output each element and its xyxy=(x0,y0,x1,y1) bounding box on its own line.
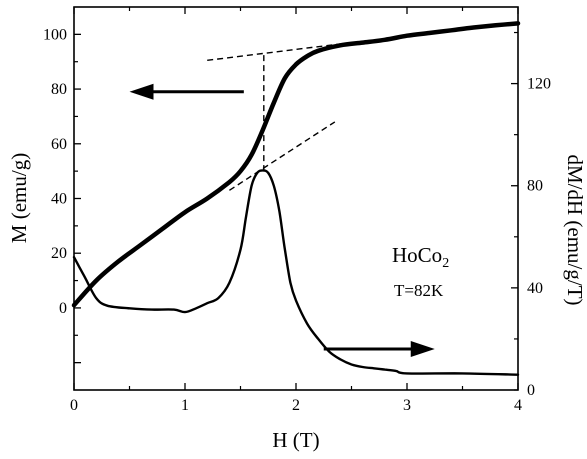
arrow-layer xyxy=(129,83,435,357)
series-layer xyxy=(71,21,521,376)
dashed-guide-line xyxy=(229,121,336,191)
x-tick-label: 0 xyxy=(70,397,78,414)
y2-tick-label: 120 xyxy=(527,76,551,93)
dashed-guide-line xyxy=(207,43,341,62)
y2-tick-label: 80 xyxy=(527,178,543,195)
derivative-curve xyxy=(72,169,520,376)
compound-subscript: 2 xyxy=(442,256,449,271)
y2-axis-title: dM/dH (emu/g/T) xyxy=(563,154,587,305)
temperature-label: T=82K xyxy=(394,281,444,300)
y-axis-title: M (emu/g) xyxy=(7,153,31,243)
y2-tick-label: 40 xyxy=(527,280,543,297)
x-tick-label: 1 xyxy=(181,397,189,414)
y2-tick-label-zero: 0 xyxy=(527,382,535,399)
x-axis-title: H (T) xyxy=(272,428,319,452)
compound-base: HoCo xyxy=(392,243,442,267)
y-tick-label: 40 xyxy=(51,191,67,208)
right-arrow-head-icon xyxy=(410,340,435,357)
y-tick-label: 100 xyxy=(43,26,67,43)
guide-layer xyxy=(207,43,341,191)
y-tick-label: 80 xyxy=(51,81,67,98)
x-tick-label: 4 xyxy=(514,397,522,414)
compound-label: HoCo2 xyxy=(392,243,449,271)
left-arrow-head-icon xyxy=(129,83,154,100)
magnetization-curve xyxy=(71,21,521,308)
y-tick-label: 0 xyxy=(59,300,67,317)
x-tick-label: 2 xyxy=(292,397,300,414)
x-tick-label: 3 xyxy=(403,397,411,414)
y-tick-label: 20 xyxy=(51,245,67,262)
y-tick-label: 60 xyxy=(51,136,67,153)
